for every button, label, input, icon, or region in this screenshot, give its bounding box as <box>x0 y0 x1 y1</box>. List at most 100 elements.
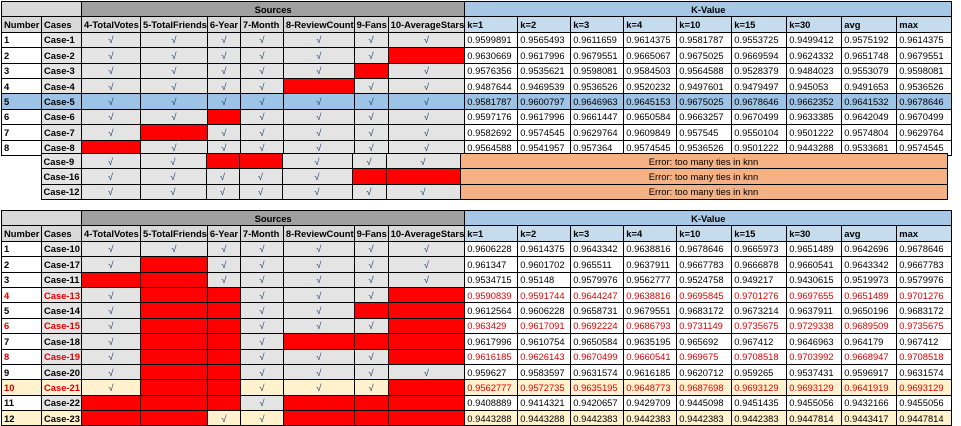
check-mark: √ <box>239 271 284 288</box>
row-number: 8 <box>1 348 42 365</box>
excluded-source-cell <box>387 302 466 319</box>
check-mark: √ <box>238 168 283 185</box>
row-number: 1 <box>1 31 42 49</box>
case-name: Case-14 <box>41 302 82 319</box>
k-value-cell: 0.9679551 <box>570 47 625 64</box>
k-value-cell: 0.9668947 <box>841 348 898 365</box>
check-mark: √ <box>281 168 353 185</box>
k-value-cell: 0.9447814 <box>896 410 953 426</box>
check-mark: √ <box>239 240 284 258</box>
k-value-cell: 0.9638816 <box>623 240 678 258</box>
check-mark: √ <box>282 317 355 335</box>
k-value-cell: 0.9624332 <box>786 47 843 64</box>
check-mark: √ <box>353 93 389 110</box>
error-message: Error: too many ties in knn <box>459 183 948 201</box>
k-value-cell: 0.9687698 <box>676 379 733 396</box>
check-mark: √ <box>387 31 466 49</box>
kvalue-header: K-Value <box>464 209 953 227</box>
table-row: 6 Case-15 √ √ √ √ 0.963429 0.9617091 0.9692224 0.… <box>1 317 953 335</box>
excluded-source-cell <box>385 168 461 185</box>
k-value-cell: 0.9631574 <box>570 363 625 381</box>
check-mark: √ <box>81 47 141 64</box>
case-name: Case-10 <box>41 240 82 258</box>
k-value-cell: 0.9620712 <box>676 363 733 381</box>
check-mark: √ <box>353 124 389 141</box>
k-value-cell: 0.9562777 <box>464 379 519 396</box>
table-row: 2 Case-17 √ √ √ √ √ √ 0.961347 0.9601702 0.965511 0… <box>1 256 953 273</box>
excluded-source-cell <box>140 256 208 273</box>
check-mark: √ <box>239 108 284 126</box>
case-name: Case-16 <box>40 168 82 185</box>
check-mark: √ <box>139 168 207 185</box>
source-col-header: 7-Month <box>239 16 284 33</box>
check-mark: √ <box>81 302 141 319</box>
check-mark: √ <box>353 363 389 381</box>
excluded-source-cell <box>206 348 241 365</box>
table-row: 3 Case-3 √ √ √ √ √ √ 0.9576356 0.9535621 0.9598081… <box>1 62 953 79</box>
k-value-cell: 0.9663257 <box>676 108 733 126</box>
row-number: 3 <box>1 62 42 79</box>
check-mark: √ <box>140 31 208 49</box>
excluded-source-cell <box>387 333 466 350</box>
check-mark: √ <box>353 271 389 288</box>
case-name: Case-23 <box>41 410 82 426</box>
check-mark: √ <box>81 124 141 141</box>
case-name: Case-6 <box>41 108 82 126</box>
check-mark: √ <box>353 317 389 335</box>
row-number: 4 <box>1 286 42 304</box>
k-value-cell: 0.9646963 <box>570 93 625 110</box>
table-row: 8 Case-8 √ √ √ √ √ √ 0.9564588 0.9541957 0.957364 0… <box>1 139 953 156</box>
k-value-cell: 0.9443288 <box>517 410 572 426</box>
excluded-source-cell <box>387 317 466 335</box>
column-header-row: Number Cases 4-TotalVotes 5-TotalFriends 6-Y… <box>1 16 953 33</box>
row-number: 6 <box>1 317 42 335</box>
k-value-cell: 0.9693129 <box>786 379 843 396</box>
check-mark: √ <box>81 240 141 258</box>
check-mark: √ <box>353 379 389 396</box>
check-mark: √ <box>140 108 208 126</box>
row-number: 2 <box>1 256 42 273</box>
k-value-cell: 0.9609849 <box>623 124 678 141</box>
k-value-cell: 0.9414321 <box>517 394 572 412</box>
check-mark: √ <box>140 47 208 64</box>
source-col-header: 6-Year <box>206 16 241 33</box>
k-value-cell: 0.9637911 <box>623 256 678 273</box>
check-mark: √ <box>239 394 284 412</box>
excluded-source-cell <box>387 47 466 64</box>
check-mark: √ <box>353 240 389 258</box>
k-col-header: k=15 <box>731 225 788 242</box>
source-col-header: 7-Month <box>239 225 284 242</box>
table-row: 5 Case-14 √ √ √ 0.9612564 0.9606228 0.9658731 0.… <box>1 302 953 319</box>
k-value-cell: 0.9660541 <box>786 256 843 273</box>
k-col-header: max <box>896 225 953 242</box>
results-table-2: Sources K-Value Number Cases 4-TotalVotes 5-T… <box>1 209 953 426</box>
check-mark: √ <box>239 256 284 273</box>
k-value-cell: 0.9565493 <box>517 31 572 49</box>
source-col-header: 8-ReviewCount <box>282 225 355 242</box>
check-mark: √ <box>353 77 389 95</box>
check-mark: √ <box>239 302 284 319</box>
table-row: Case-16 √ √ √ √ √ Error: too many ties in knn <box>1 168 948 185</box>
case-name: Case-2 <box>41 47 82 64</box>
k-value-cell: 0.9650196 <box>841 302 898 319</box>
row-number-empty <box>1 154 41 169</box>
k-value-cell: 0.9611659 <box>570 31 625 49</box>
check-mark: √ <box>239 348 284 365</box>
k-value-cell: 0.9648773 <box>623 379 678 396</box>
check-mark: √ <box>205 183 240 201</box>
row-number: 6 <box>1 108 42 126</box>
check-mark: √ <box>282 240 355 258</box>
k-value-cell: 0.9443288 <box>464 410 519 426</box>
table-row: 7 Case-7 √ √ √ √ √ √ 0.9582692 0.9574545 0.9629764… <box>1 124 953 141</box>
table-row: 6 Case-6 √ √ √ √ √ √ 0.9597176 0.9617996 0.9661447… <box>1 108 953 126</box>
check-mark: √ <box>81 379 141 396</box>
k-value-cell: 0.9617996 <box>517 47 572 64</box>
k-value-cell: 0.9484023 <box>786 62 843 79</box>
case-name: Case-12 <box>40 183 82 201</box>
row-number: 3 <box>1 271 42 288</box>
check-mark: √ <box>281 183 353 201</box>
check-mark: √ <box>206 240 241 258</box>
check-mark: √ <box>206 77 241 95</box>
sources-header: Sources <box>80 209 466 227</box>
k-value-cell: 0.9606228 <box>517 302 572 319</box>
